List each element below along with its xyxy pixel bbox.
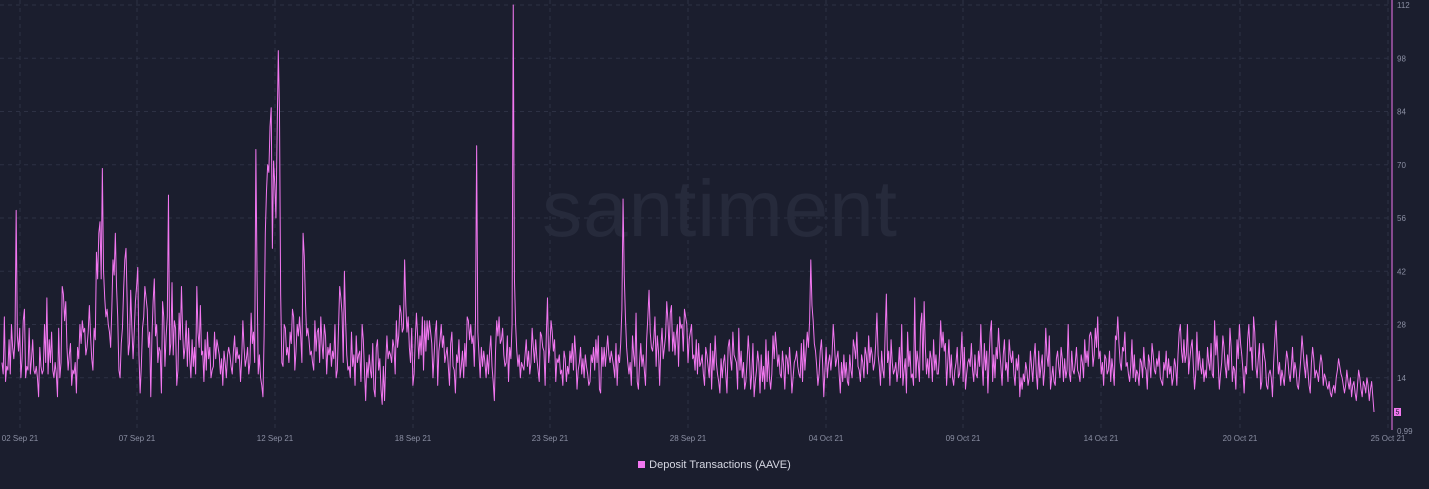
- y-tick-label: 56: [1397, 214, 1406, 223]
- last-value-marker: [1394, 407, 1401, 416]
- legend-swatch: [638, 461, 646, 468]
- x-axis-ticks: 02 Sep 21 07 Sep 21 12 Sep 21 18 Sep 21 23 S…: [2, 434, 1406, 443]
- legend-label: Deposit Transactions (AAVE): [649, 459, 791, 471]
- x-tick-label: 18 Sep 21: [395, 434, 432, 443]
- chart-legend[interactable]: Deposit Transactions (AAVE): [0, 459, 1429, 471]
- x-tick-label: 14 Oct 21: [1084, 434, 1119, 443]
- x-tick-label: 07 Sep 21: [119, 434, 156, 443]
- x-tick-label: 23 Sep 21: [532, 434, 569, 443]
- x-tick-label: 12 Sep 21: [257, 434, 294, 443]
- x-tick-label: 25 Oct 21: [1371, 434, 1406, 443]
- x-tick-label: 04 Oct 21: [809, 434, 844, 443]
- watermark: santiment: [542, 164, 898, 253]
- min-value-label: 0.99: [1397, 427, 1413, 436]
- x-tick-label: 02 Sep 21: [2, 434, 39, 443]
- x-tick-label: 09 Oct 21: [946, 434, 981, 443]
- y-tick-label: 84: [1397, 108, 1406, 117]
- y-tick-label: 98: [1397, 54, 1406, 63]
- y-tick-label: 42: [1397, 267, 1406, 276]
- grid-lines: [0, 0, 1392, 430]
- y-tick-label: 70: [1397, 161, 1406, 170]
- y-axis-ticks: 112 98 84 70 56 42 28 14: [1397, 1, 1410, 383]
- x-tick-label: 20 Oct 21: [1223, 434, 1258, 443]
- y-tick-label: 28: [1397, 321, 1406, 330]
- y-tick-label: 112: [1397, 1, 1410, 10]
- series-line-deposit-transactions: [1, 4, 1375, 413]
- y-tick-label: 14: [1397, 374, 1406, 383]
- x-tick-label: 28 Sep 21: [670, 434, 707, 443]
- last-value-label: 5: [1396, 409, 1400, 416]
